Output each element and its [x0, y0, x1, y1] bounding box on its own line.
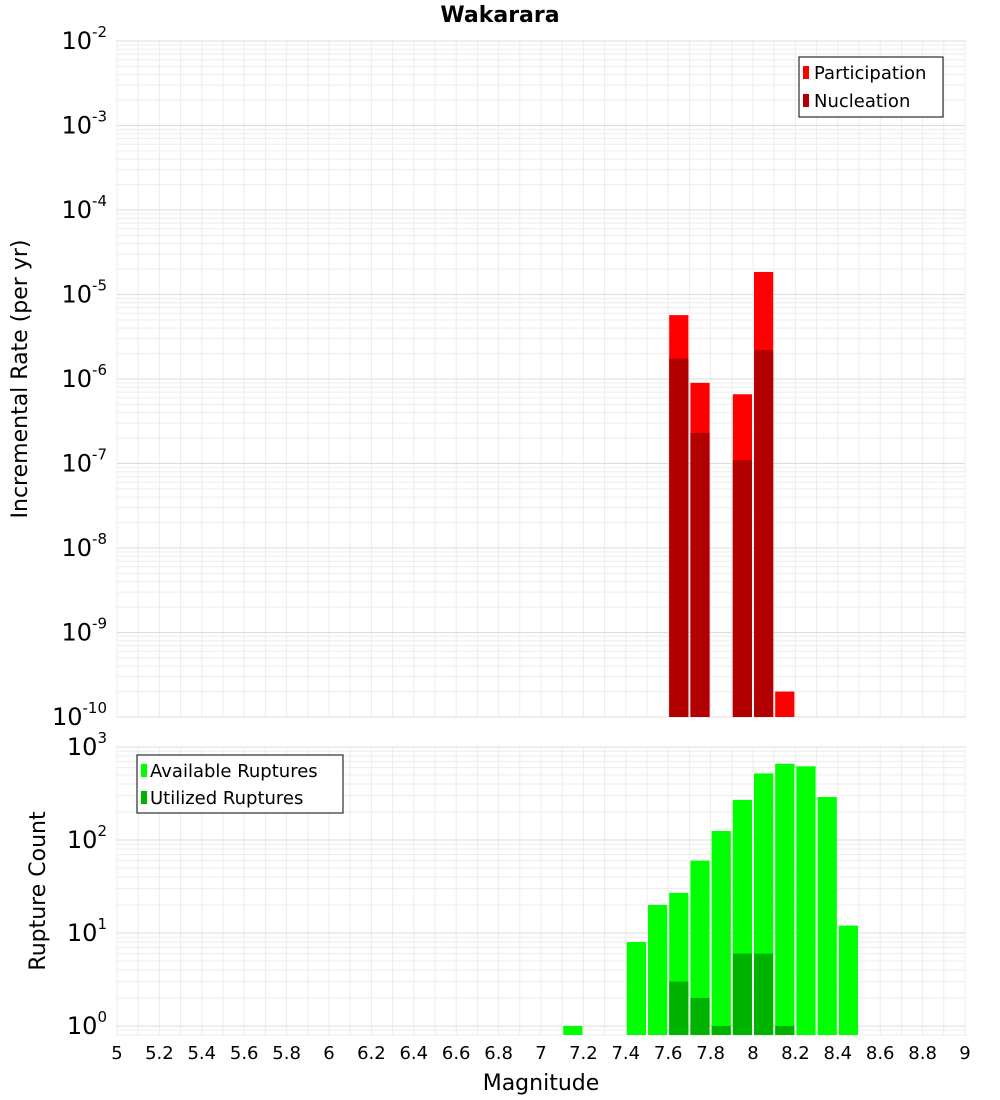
- rate-y-ticks: 10-2 10-3 10-4 10-5 10-6 10-7 10-8 10-9 10-10: [52, 23, 107, 731]
- available-ruptures-bar: [817, 796, 837, 1035]
- utilized-ruptures-bar: [690, 997, 710, 1035]
- rate-bars: [669, 271, 795, 717]
- x-tick-label: 8.8: [908, 1043, 937, 1064]
- y-tick-label: 103: [67, 729, 107, 761]
- x-tick-label: 9: [959, 1043, 970, 1064]
- nucleation-bar: [690, 432, 710, 717]
- available-ruptures-bar: [796, 766, 816, 1035]
- x-tick-labels: 5 5.2 5.4 5.6 5.8 6 6.2 6.4 6.6 6.8 7 7.2 7.4 7.6 7.8 8…: [111, 1043, 970, 1064]
- count-panel: 103 102 101 100 Rupture Count Available Rup…: [26, 729, 971, 1096]
- utilized-ruptures-bar: [732, 953, 752, 1035]
- x-tick-label: 7: [535, 1043, 546, 1064]
- y-tick-label: 10-4: [61, 192, 107, 224]
- x-tick-label: 5: [111, 1043, 122, 1064]
- x-tick-label: 6.4: [399, 1043, 428, 1064]
- x-tick-label: 5.6: [230, 1043, 259, 1064]
- y-tick-label: 10-2: [61, 23, 107, 55]
- rate-legend: Participation Nucleation: [798, 56, 944, 118]
- rate-y-axis-label: Incremental Rate (per yr): [8, 240, 33, 519]
- utilized-ruptures-bar: [775, 1025, 795, 1035]
- y-tick-label: 10-6: [61, 361, 107, 393]
- rate-panel: 10-2 10-3 10-4 10-5 10-6 10-7 10-8 10-9 10-10 In…: [8, 23, 966, 731]
- x-tick-label: 6: [323, 1043, 334, 1064]
- y-tick-label: 102: [67, 822, 107, 854]
- count-bars: [563, 763, 858, 1035]
- x-tick-label: 6.2: [357, 1043, 386, 1064]
- count-y-axis-label: Rupture Count: [26, 811, 51, 971]
- available-ruptures-bar: [563, 1025, 583, 1035]
- legend-nucleation-swatch: [803, 94, 809, 107]
- available-ruptures-bar: [648, 904, 668, 1035]
- x-tick-label: 8.6: [866, 1043, 895, 1064]
- nucleation-bar: [732, 460, 752, 717]
- x-tick-label: 8.4: [823, 1043, 852, 1064]
- available-ruptures-bar: [775, 763, 795, 1035]
- x-tick-label: 5.8: [272, 1043, 301, 1064]
- y-tick-label: 10-8: [61, 530, 107, 562]
- legend-utilized-label: Utilized Ruptures: [150, 788, 303, 809]
- utilized-ruptures-bar: [754, 953, 774, 1035]
- available-ruptures-bar: [838, 925, 858, 1035]
- y-tick-label: 10-3: [61, 108, 107, 140]
- y-tick-label: 10-5: [61, 277, 107, 309]
- x-tick-label: 7.6: [654, 1043, 683, 1064]
- y-tick-label: 101: [67, 915, 107, 947]
- x-tick-label: 8: [747, 1043, 758, 1064]
- legend-participation-swatch: [803, 66, 809, 79]
- nucleation-bar: [669, 358, 689, 717]
- x-tick-label: 6.8: [484, 1043, 513, 1064]
- count-legend: Available Ruptures Utilized Ruptures: [136, 754, 344, 814]
- y-tick-label: 10-10: [52, 699, 107, 731]
- nucleation-bar: [754, 350, 774, 717]
- legend-utilized-swatch: [141, 791, 147, 804]
- x-tick-label: 7.2: [569, 1043, 598, 1064]
- y-tick-label: 10-9: [61, 615, 107, 647]
- legend-available-label: Available Ruptures: [150, 761, 318, 782]
- x-tick-label: 5.4: [187, 1043, 216, 1064]
- available-ruptures-bar: [690, 860, 710, 1035]
- y-tick-label: 10-7: [61, 446, 107, 478]
- x-tick-label: 8.2: [781, 1043, 810, 1064]
- legend-available-swatch: [141, 764, 147, 777]
- chart-title: Wakarara: [440, 3, 559, 28]
- x-axis-label: Magnitude: [483, 1071, 600, 1096]
- count-y-ticks: 103 102 101 100: [67, 729, 107, 1040]
- legend-participation-label: Participation: [814, 63, 926, 84]
- available-ruptures-bar: [626, 942, 646, 1035]
- x-tick-label: 7.8: [696, 1043, 725, 1064]
- rate-gridlines: [116, 40, 966, 718]
- utilized-ruptures-bar: [711, 1025, 731, 1035]
- x-tick-label: 5.2: [145, 1043, 174, 1064]
- y-tick-label: 100: [67, 1008, 107, 1040]
- utilized-ruptures-bar: [669, 981, 689, 1035]
- available-ruptures-bar: [711, 830, 731, 1035]
- legend-nucleation-label: Nucleation: [814, 91, 910, 112]
- x-tick-label: 6.6: [442, 1043, 471, 1064]
- x-tick-label: 7.4: [611, 1043, 640, 1064]
- count-legend-box: [136, 754, 344, 814]
- rate-legend-box: [798, 56, 944, 118]
- participation-bar: [775, 691, 795, 717]
